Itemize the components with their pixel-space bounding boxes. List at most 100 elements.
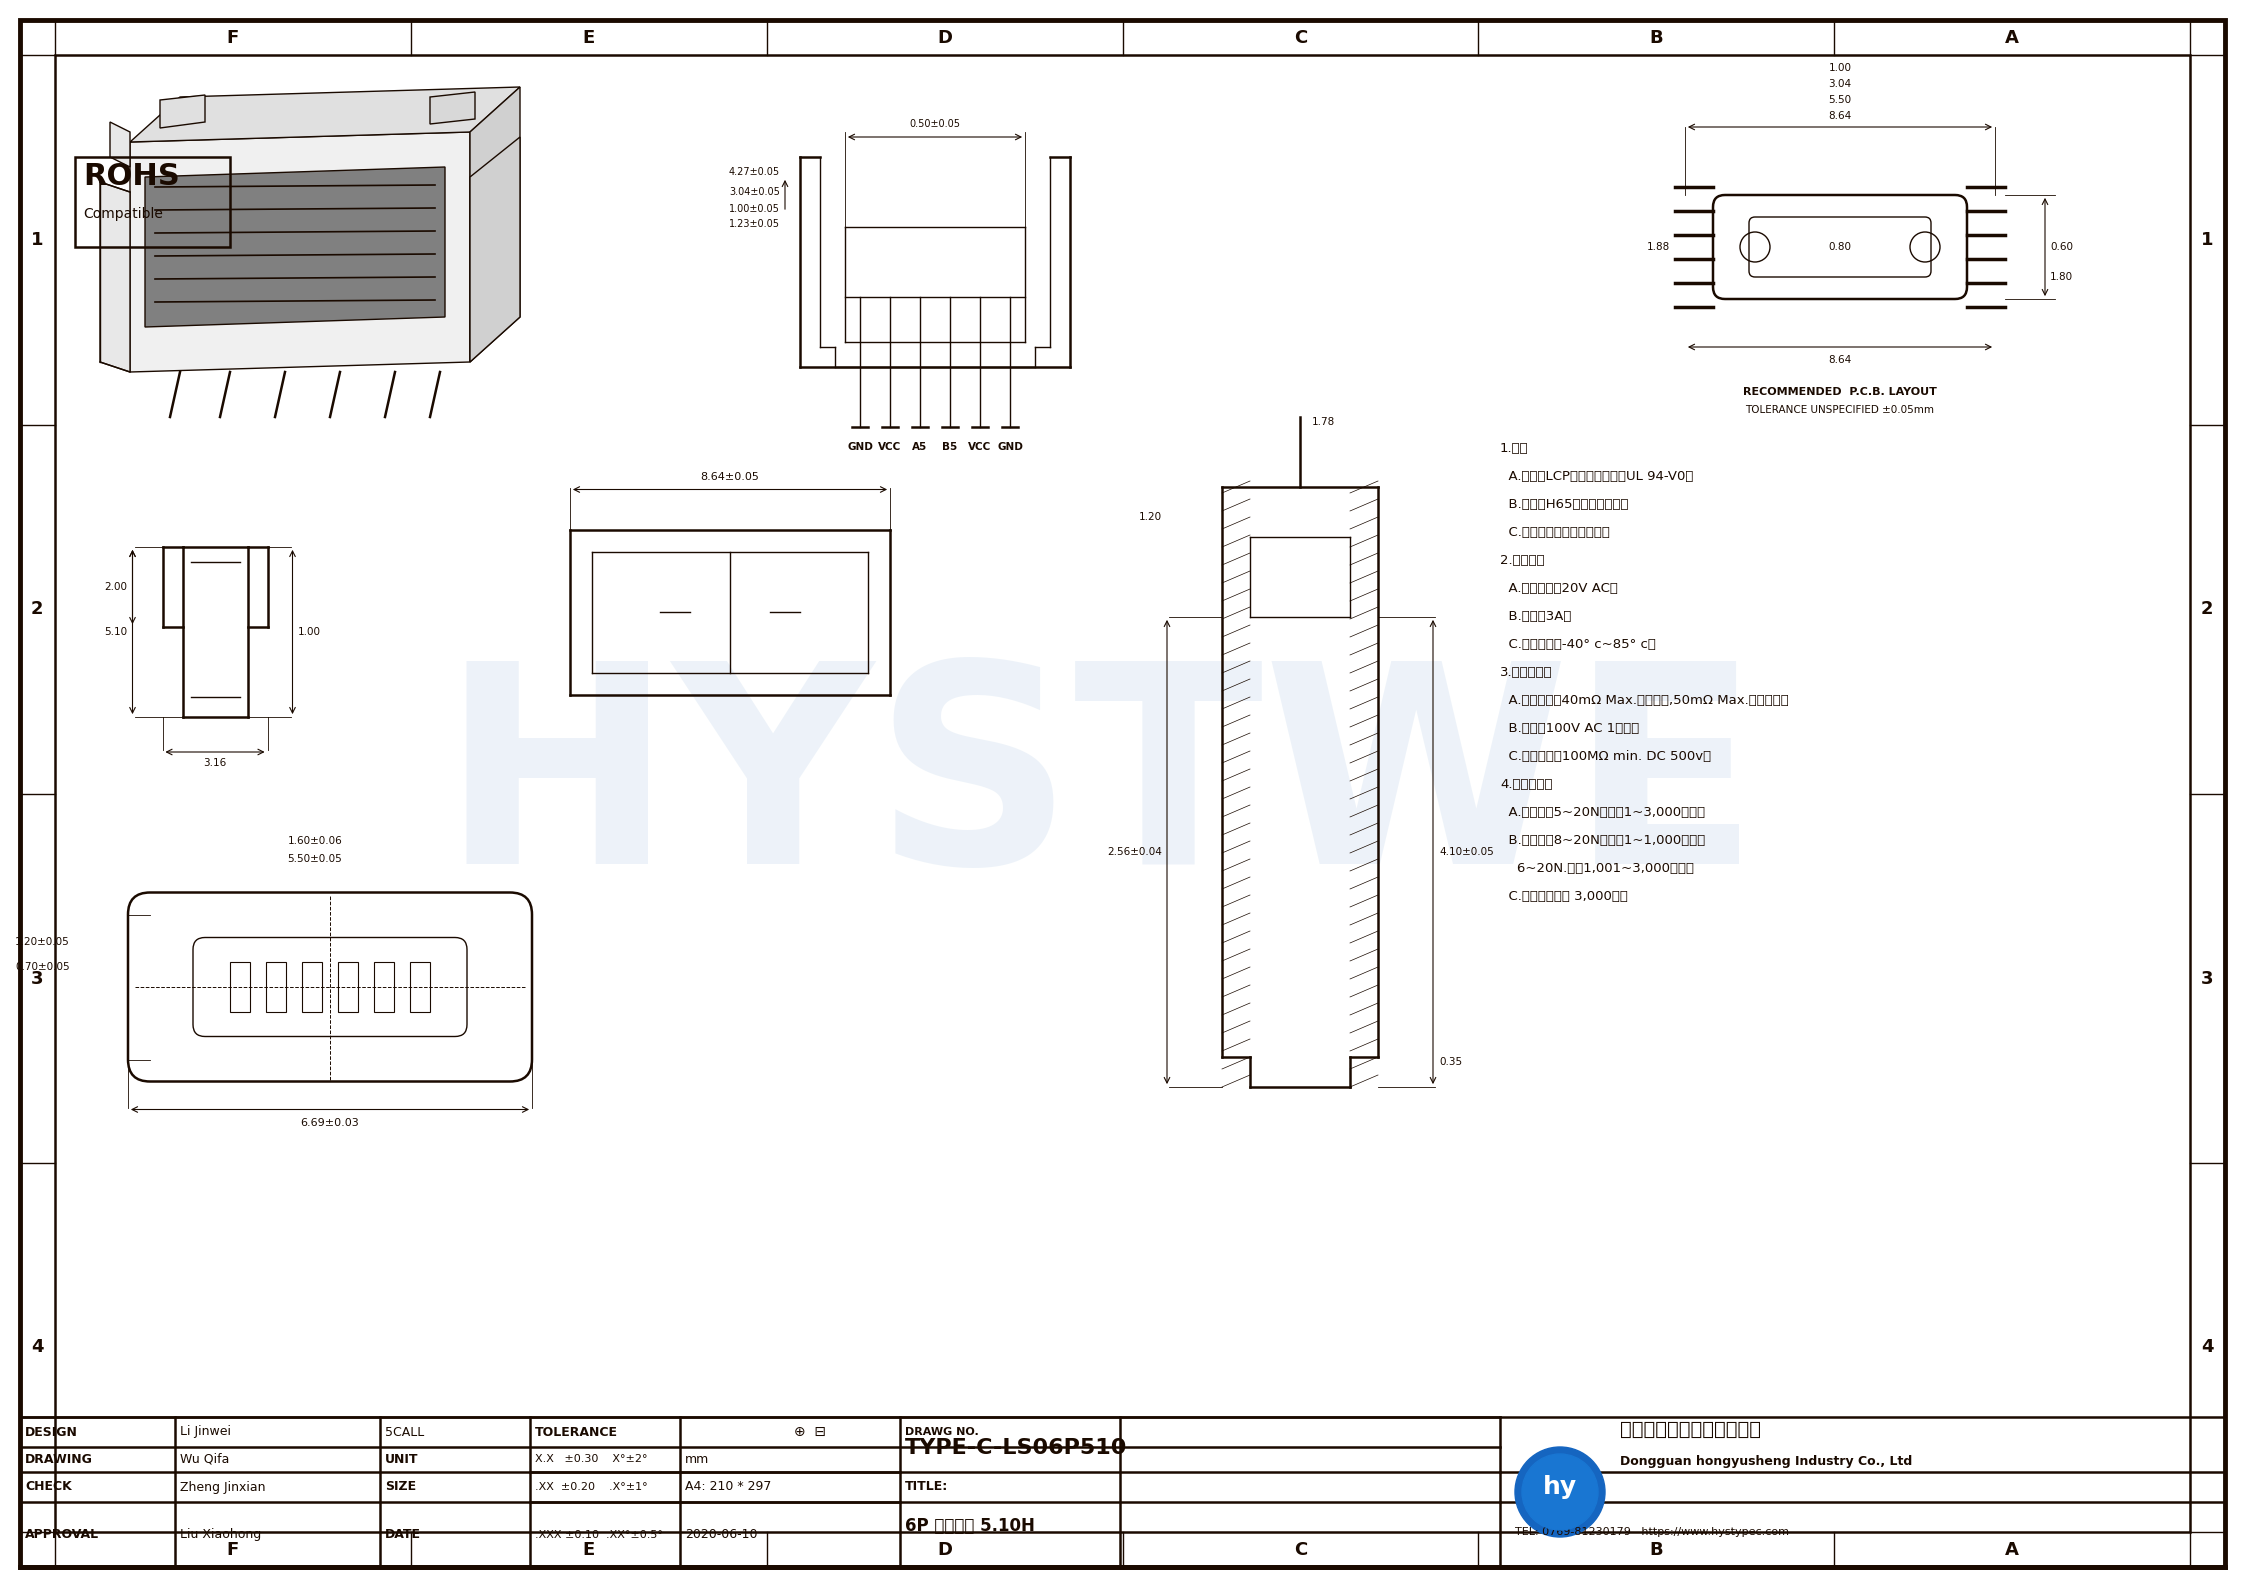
- Text: A5: A5: [911, 443, 927, 452]
- Text: CHECK: CHECK: [25, 1481, 72, 1493]
- Text: 5CALL: 5CALL: [384, 1425, 424, 1438]
- Text: 1.60±0.06: 1.60±0.06: [287, 836, 343, 846]
- Text: B.电压：100V AC 1分钟；: B.电压：100V AC 1分钟；: [1500, 722, 1639, 735]
- Text: TITLE:: TITLE:: [905, 1481, 947, 1493]
- Text: 2.56±0.04: 2.56±0.04: [1107, 847, 1163, 857]
- Text: F: F: [227, 29, 240, 48]
- Text: 6P 立式贴片 5.10H: 6P 立式贴片 5.10H: [905, 1517, 1035, 1536]
- Text: 1.80: 1.80: [2050, 271, 2072, 282]
- Text: VCC: VCC: [878, 443, 902, 452]
- Text: 6~20N.（从1,001~3,000次）；: 6~20N.（从1,001~3,000次）；: [1500, 862, 1695, 874]
- Text: 1.00: 1.00: [1827, 63, 1852, 73]
- Text: 5.10: 5.10: [103, 627, 128, 636]
- Text: 1.20: 1.20: [1138, 513, 1163, 522]
- Text: 4: 4: [31, 1338, 43, 1357]
- Text: mm: mm: [685, 1454, 709, 1466]
- Polygon shape: [130, 87, 521, 141]
- Text: 1.材料: 1.材料: [1500, 443, 1529, 455]
- Text: 1.78: 1.78: [1311, 417, 1336, 427]
- Text: 3.04±0.05: 3.04±0.05: [730, 187, 779, 197]
- Text: Wu Qifa: Wu Qifa: [180, 1454, 229, 1466]
- Polygon shape: [431, 92, 476, 124]
- Text: C.外壳：不锈钓，镇全镆；: C.外壳：不锈钓，镇全镆；: [1500, 525, 1610, 540]
- Text: 东莞市宏煕盛实业有限公司: 东莞市宏煕盛实业有限公司: [1621, 1419, 1760, 1438]
- Text: B: B: [1650, 1541, 1664, 1558]
- Text: 3: 3: [2200, 970, 2214, 987]
- Text: 2020-06-10: 2020-06-10: [685, 1528, 757, 1541]
- Text: A.插入力：5~20N．（从1~3,000次）；: A.插入力：5~20N．（从1~3,000次）；: [1500, 806, 1706, 819]
- Text: E: E: [584, 1541, 595, 1558]
- Text: 3.04: 3.04: [1827, 79, 1852, 89]
- Polygon shape: [130, 132, 469, 371]
- Text: E: E: [584, 29, 595, 48]
- Text: C: C: [1293, 1541, 1307, 1558]
- Text: DATE: DATE: [384, 1528, 422, 1541]
- Text: 0.50±0.05: 0.50±0.05: [909, 119, 961, 129]
- Text: ROHS: ROHS: [83, 162, 180, 190]
- Text: 0.60: 0.60: [2050, 241, 2072, 252]
- Text: 1: 1: [2200, 232, 2214, 249]
- Text: GND: GND: [997, 443, 1024, 452]
- Text: 5.50±0.05: 5.50±0.05: [287, 854, 343, 865]
- Text: A: A: [2005, 29, 2018, 48]
- Text: 2.00: 2.00: [106, 582, 128, 592]
- Text: 1.88: 1.88: [1648, 241, 1670, 252]
- Text: 8.64±0.05: 8.64±0.05: [700, 471, 759, 481]
- Text: 4.27±0.05: 4.27±0.05: [730, 167, 779, 178]
- Text: C.工作温度：-40° c~85° c；: C.工作温度：-40° c~85° c；: [1500, 638, 1657, 651]
- Text: 0.80: 0.80: [1827, 241, 1852, 252]
- Polygon shape: [110, 122, 130, 167]
- Text: Li Jinwei: Li Jinwei: [180, 1425, 231, 1438]
- Text: .XX  ±0.20    .X°±1°: .XX ±0.20 .X°±1°: [534, 1482, 647, 1492]
- Circle shape: [1522, 1454, 1598, 1530]
- Text: DRAWING: DRAWING: [25, 1454, 92, 1466]
- Text: DESIGN: DESIGN: [25, 1425, 79, 1438]
- Polygon shape: [469, 87, 521, 362]
- Polygon shape: [159, 95, 204, 129]
- Polygon shape: [469, 136, 521, 362]
- Text: TYPE-C-LS06P510: TYPE-C-LS06P510: [905, 1438, 1127, 1457]
- Text: GND: GND: [846, 443, 873, 452]
- Text: .XXX ±0.10  .XX°±0.5°: .XXX ±0.10 .XX°±0.5°: [534, 1530, 662, 1539]
- Text: A.电压等级：20V AC；: A.电压等级：20V AC；: [1500, 582, 1619, 595]
- Text: 2.主要特性: 2.主要特性: [1500, 554, 1545, 567]
- Text: B.电流：3A；: B.电流：3A；: [1500, 609, 1572, 624]
- Text: 3: 3: [31, 970, 43, 987]
- Text: 3.16: 3.16: [204, 759, 227, 768]
- Text: D: D: [938, 29, 952, 48]
- Text: 8.64: 8.64: [1827, 355, 1852, 365]
- Text: 4: 4: [2200, 1338, 2214, 1357]
- Text: ⊕  ⊟: ⊕ ⊟: [795, 1425, 826, 1439]
- Text: TOLERANCE: TOLERANCE: [534, 1425, 617, 1438]
- Text: A.接触电阻：40mΩ Max.（初始）,50mΩ Max.（最后）；: A.接触电阻：40mΩ Max.（初始）,50mΩ Max.（最后）；: [1500, 694, 1789, 706]
- Text: C.耐久性寿命： 3,000次；: C.耐久性寿命： 3,000次；: [1500, 890, 1628, 903]
- Text: B.抜出力：8~20N．（从1~1,000次）；: B.抜出力：8~20N．（从1~1,000次）；: [1500, 835, 1706, 847]
- Text: RECOMMENDED  P.C.B. LAYOUT: RECOMMENDED P.C.B. LAYOUT: [1742, 387, 1937, 397]
- Text: SIZE: SIZE: [384, 1481, 415, 1493]
- Text: C.绢缘电阻：100MΩ min. DC 500v；: C.绢缘电阻：100MΩ min. DC 500v；: [1500, 751, 1711, 763]
- Text: 1.23±0.05: 1.23±0.05: [730, 219, 779, 229]
- Text: 3.电气要求：: 3.电气要求：: [1500, 667, 1554, 679]
- Text: 2: 2: [2200, 600, 2214, 619]
- Text: A: A: [2005, 1541, 2018, 1558]
- Text: TEL: 0769-81230179   https://www.hystypec.com: TEL: 0769-81230179 https://www.hystypec.…: [1515, 1527, 1789, 1536]
- Text: C: C: [1293, 29, 1307, 48]
- Text: 8.64: 8.64: [1827, 111, 1852, 121]
- Text: APPROVAL: APPROVAL: [25, 1528, 99, 1541]
- Text: F: F: [227, 1541, 240, 1558]
- Text: Dongguan hongyusheng Industry Co., Ltd: Dongguan hongyusheng Industry Co., Ltd: [1621, 1455, 1913, 1468]
- Text: B.端子：H65铜，电鳐刷金；: B.端子：H65铜，电鳐刷金；: [1500, 498, 1628, 511]
- Text: B5: B5: [943, 443, 959, 452]
- Text: 4.机械性能：: 4.机械性能：: [1500, 778, 1554, 790]
- Text: Compatible: Compatible: [83, 206, 164, 221]
- Text: 1.20±0.05: 1.20±0.05: [16, 936, 70, 947]
- Polygon shape: [146, 167, 445, 327]
- Text: hy: hy: [1542, 1474, 1576, 1500]
- Text: 6.69±0.03: 6.69±0.03: [301, 1117, 359, 1127]
- Text: HYSTWE: HYSTWE: [440, 652, 1760, 922]
- Text: Liu Xiaohong: Liu Xiaohong: [180, 1528, 260, 1541]
- Text: 0.35: 0.35: [1439, 1057, 1461, 1066]
- Text: DRAWG NO.: DRAWG NO.: [905, 1427, 979, 1436]
- Text: A4: 210 * 297: A4: 210 * 297: [685, 1481, 772, 1493]
- Text: D: D: [938, 1541, 952, 1558]
